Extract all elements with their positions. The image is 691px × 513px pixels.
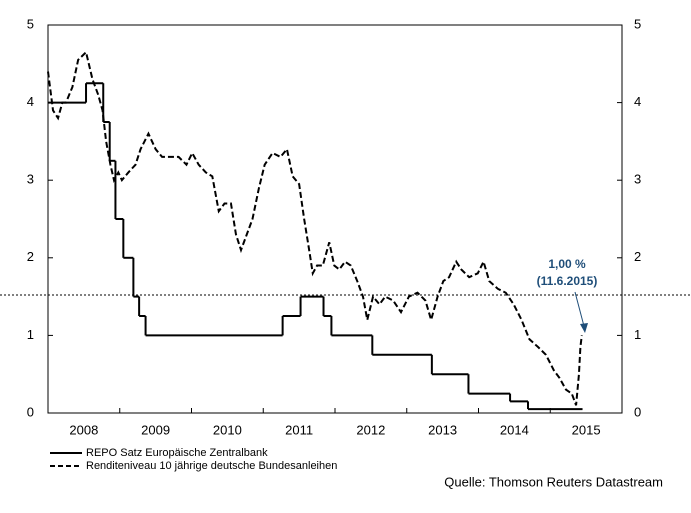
annotation-arrowhead — [580, 323, 588, 333]
y2-tick-label: 0 — [634, 404, 641, 419]
y2-tick-label: 3 — [634, 172, 641, 187]
yield-line — [47, 50, 583, 406]
annotation: (11.6.2015) — [537, 274, 598, 288]
y-tick-label: 1 — [27, 327, 34, 342]
x-tick-label: 2014 — [500, 422, 529, 437]
y-tick-label: 4 — [27, 94, 34, 109]
y2-tick-label: 1 — [634, 327, 641, 342]
x-tick-label: 2008 — [69, 422, 98, 437]
y2-tick-label: 2 — [634, 249, 641, 264]
annotation: 1,00 % — [548, 257, 586, 271]
source: Quelle: Thomson Reuters Datastream — [444, 474, 663, 489]
y2-tick-label: 4 — [634, 94, 641, 109]
y-tick-label: 3 — [27, 172, 34, 187]
x-tick-label: 2015 — [572, 422, 601, 437]
y2-tick-label: 5 — [634, 16, 641, 31]
y-tick-label: 2 — [27, 249, 34, 264]
x-tick-label: 2010 — [213, 422, 242, 437]
legend-label: REPO Satz Europäische Zentralbank — [86, 447, 268, 459]
y-tick-label: 5 — [27, 16, 34, 31]
x-tick-label: 2009 — [141, 422, 170, 437]
x-tick-label: 2011 — [285, 422, 313, 437]
legend-label: Renditeniveau 10 jährige deutsche Bundes… — [86, 460, 337, 472]
x-tick-label: 2013 — [428, 422, 457, 437]
plot-frame — [47, 24, 623, 414]
x-tick-label: 2012 — [356, 422, 385, 437]
y-tick-label: 0 — [27, 404, 34, 419]
